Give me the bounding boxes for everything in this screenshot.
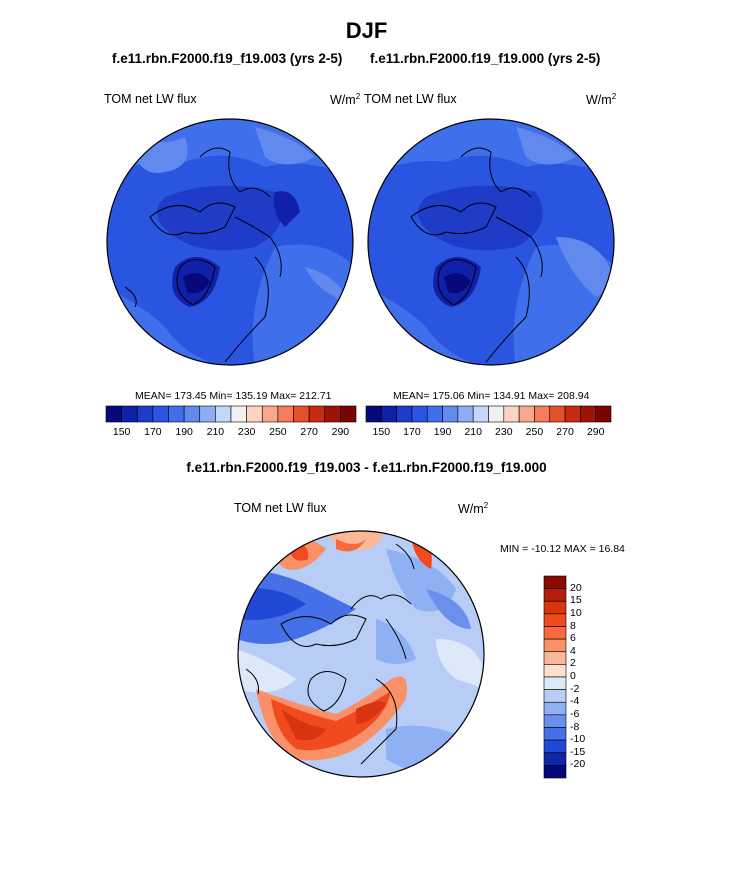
panel-3-colorbar-swatch [543,765,567,779]
panel-1-colorbar-swatch [121,405,138,423]
panel-2-colorbar-swatch [503,405,520,423]
panel-3-colorbar-swatch [543,613,567,627]
panel-2-colorbar-swatch [411,405,428,423]
panel-3-units: W/m2 [458,501,489,517]
panel-2-colorbar-swatch [381,405,397,423]
panel-2-polar-map [367,118,615,366]
figure-title: DJF [345,18,388,43]
panel-3-colorbar-swatch [543,600,567,615]
panel-2-colorbar-swatch [595,405,612,423]
panel-1-colorbar-swatch [199,405,216,423]
panel-3-colorbar-swatch [543,689,567,703]
panel-3-colorbar-swatch [543,651,567,665]
panel-2-colorbar-swatch [518,405,535,423]
panel-3-colorbar-swatch [543,575,567,589]
panel-1-colorbar-tick-label: 190 [175,426,193,438]
panel-3-colorbar-tick-label: -2 [570,682,580,695]
panel-3-colorbar-swatch [543,676,567,690]
panel-1-colorbar-tick-label: 170 [144,426,162,438]
panel-2-colorbar-tick-label: 290 [586,426,605,438]
panel-1-colorbar [105,405,357,423]
panel-2-colorbar-swatch [442,405,459,423]
panel-2-colorbar-swatch [580,405,596,423]
panel-3-colorbar-swatch [543,714,567,728]
panel-3-colorbar-tick-label: 10 [570,606,582,619]
panel-3-colorbar-tick-label: 2 [570,657,576,670]
panel-1-stats: MEAN= 173.45 Min= 135.19 Max= 212.71 [135,390,332,402]
panel-3-colorbar-tick-label: 6 [570,632,576,645]
panel-2-subtitle: f.e11.rbn.F2000.f19_f19.000 (yrs 2-5) [370,51,601,66]
panel-3-colorbar-tick-label: 8 [570,619,576,632]
panel-3-colorbar-tick-label: -4 [570,695,580,708]
panel-2-colorbar-tick-label: 210 [464,426,482,438]
panel-1-colorbar-swatch [230,405,247,423]
panel-1-colorbar-tick-label: 150 [112,426,131,438]
panel-3-colorbar-tick-label: 15 [570,594,582,607]
panel-3-colorbar-swatch [543,727,567,741]
panel-2-colorbar-tick-label: 270 [556,426,574,438]
panel-1-subtitle: f.e11.rbn.F2000.f19_f19.003 (yrs 2-5) [112,51,343,66]
panel-3-colorbar-tick-label: -20 [570,758,586,771]
panel-1-colorbar-swatch [308,405,326,423]
panel-2-colorbar-tick-label: 170 [403,426,421,438]
panel-1-colorbar-swatch [261,405,279,423]
panel-1-colorbar-swatch [246,405,263,423]
panel-3-colorbar-tick-label: -6 [570,707,580,720]
panel-2-colorbar-swatch [534,405,551,423]
panel-1-colorbar-swatch [136,405,154,423]
panel-3-stats: MIN = -10.12 MAX = 16.84 [500,543,625,555]
panel-3-colorbar-tick-label: 4 [570,644,576,657]
panel-2-stats: MEAN= 175.06 Min= 134.91 Max= 208.94 [393,390,590,402]
panel-3-colorbar-tick-label: 20 [570,581,582,594]
panel-3-colorbar-swatch [543,626,567,640]
panel-1-colorbar-tick-label: 290 [331,426,350,438]
panel-2-colorbar [365,405,612,423]
panel-2-colorbar-swatch [457,405,474,423]
panel-1-colorbar-swatch [183,405,201,423]
panel-3-colorbar-swatch [543,701,567,716]
panel-2-units: W/m2 [586,92,617,108]
panel-1-colorbar-swatch [215,405,232,423]
panel-1-polar-map [106,118,354,366]
panel-3-polar-map [237,530,485,778]
panel-2-colorbar-swatch [426,405,443,423]
panel-1-colorbar-swatch [277,405,294,423]
panel-2-colorbar-swatch [472,405,489,423]
panel-3-colorbar-tick-label: -8 [570,720,580,733]
panel-1-field-label: TOM net LW flux [104,92,197,106]
panel-3-colorbar-swatch [543,588,567,602]
panel-3-colorbar-swatch [543,752,567,766]
panel-1-colorbar-swatch [340,405,357,423]
panel-2-colorbar-swatch [365,405,382,423]
panel-2-colorbar-swatch [396,405,413,423]
panel-1-colorbar-swatch [293,405,310,423]
diff-title: f.e11.rbn.F2000.f19_f19.003 - f.e11.rbn.… [186,460,547,475]
panel-2-colorbar-swatch [488,405,505,423]
panel-1-colorbar-swatch [168,405,185,423]
panel-3-field-label: TOM net LW flux [234,501,327,515]
panel-2-field-label: TOM net LW flux [364,92,457,106]
panel-2-colorbar-tick-label: 190 [433,426,452,438]
panel-3-colorbar-tick-label: -10 [570,733,586,746]
panel-2-colorbar-tick-label: 150 [372,426,391,438]
panel-1-colorbar-swatch [152,405,169,423]
panel-3-colorbar-tick-label: 0 [570,670,576,682]
panel-2-colorbar-swatch [549,405,566,423]
panel-3-colorbar-swatch [543,739,567,754]
panel-3-colorbar-tick-label: -15 [570,745,586,758]
panel-2-colorbar-tick-label: 230 [495,426,513,438]
panel-1-colorbar-tick-label: 270 [300,426,318,438]
panel-1-colorbar-tick-label: 230 [237,426,256,438]
panel-1-colorbar-tick-label: 250 [269,426,287,438]
panel-1-colorbar-swatch [324,405,341,423]
panel-3-colorbar [543,575,567,779]
panel-1-colorbar-tick-label: 210 [206,426,225,438]
panel-3-colorbar-swatch [543,664,567,678]
panel-2-colorbar-swatch [564,405,581,423]
panel-3-colorbar-swatch [543,638,567,653]
panel-2-colorbar-tick-label: 250 [525,426,544,438]
panel-1-colorbar-swatch [105,405,122,423]
panel-1-units: W/m2 [330,92,361,108]
